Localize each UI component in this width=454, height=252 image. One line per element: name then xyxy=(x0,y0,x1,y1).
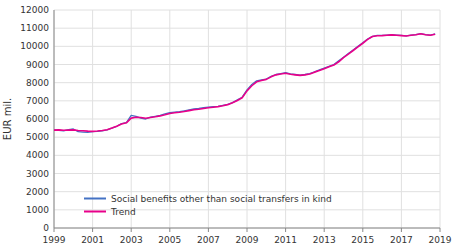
chart: 1999 2001 2003 2005 2007 2009 2011 2013 2015 2017… xyxy=(0,0,454,252)
x-tick-label: 2011 xyxy=(274,235,297,245)
legend-item: Social benefits other than social transf… xyxy=(84,194,332,204)
legend-key xyxy=(84,211,106,213)
y-tick-label: 9000 xyxy=(26,60,49,70)
line-series xyxy=(54,34,435,133)
y-axis-line xyxy=(54,10,55,228)
y-axis-label: EUR mil. xyxy=(2,98,13,140)
legend: Social benefits other than social transf… xyxy=(84,194,332,217)
x-tick-label: 2017 xyxy=(390,235,413,245)
legend-item: Trend xyxy=(84,207,136,217)
y-tick-label: 12000 xyxy=(20,5,49,15)
x-tick-label: 2013 xyxy=(313,235,336,245)
y-tick-label: 11000 xyxy=(20,23,49,33)
legend-key xyxy=(84,198,106,200)
y-tick-label: 7000 xyxy=(26,96,49,106)
x-tick xyxy=(131,228,132,232)
x-tick-label: 1999 xyxy=(43,235,66,245)
axes: 1999 2001 2003 2005 2007 2009 2011 2013 2015 2017… xyxy=(20,5,451,245)
x-tick-label: 2001 xyxy=(81,235,104,245)
grid-line-x xyxy=(54,10,55,228)
grid-line-x xyxy=(401,10,402,228)
x-tick xyxy=(285,228,286,232)
x-tick xyxy=(54,228,55,232)
x-tick xyxy=(324,228,325,232)
x-tick xyxy=(401,228,402,232)
y-tick-label: 8000 xyxy=(26,78,49,88)
grid xyxy=(54,10,440,228)
plot-area xyxy=(54,34,435,133)
y-tick-label: 3000 xyxy=(26,169,49,179)
y-tick-label: 4000 xyxy=(26,150,49,160)
x-tick-label: 2015 xyxy=(351,235,374,245)
line-series xyxy=(54,34,435,132)
legend-label: Trend xyxy=(110,207,136,217)
grid-line-x xyxy=(440,10,441,228)
x-tick-label: 2019 xyxy=(429,235,452,245)
x-tick-label: 2003 xyxy=(120,235,143,245)
y-tick-label: 2000 xyxy=(26,187,49,197)
x-tick-label: 2007 xyxy=(197,235,220,245)
legend-label: Social benefits other than social transf… xyxy=(111,194,332,204)
x-tick-label: 2009 xyxy=(236,235,259,245)
y-tick-label: 10000 xyxy=(20,41,49,51)
x-tick xyxy=(208,228,209,232)
x-tick xyxy=(247,228,248,232)
x-tick-label: 2005 xyxy=(158,235,181,245)
y-tick-label: 6000 xyxy=(26,114,49,124)
y-tick-label: 5000 xyxy=(26,132,49,142)
x-tick xyxy=(92,228,93,232)
grid-line-x xyxy=(92,10,93,228)
x-tick xyxy=(362,228,363,232)
y-tick-label: 0 xyxy=(43,223,49,233)
x-tick xyxy=(169,228,170,232)
y-tick-label: 1000 xyxy=(26,205,49,215)
x-tick xyxy=(440,228,441,232)
